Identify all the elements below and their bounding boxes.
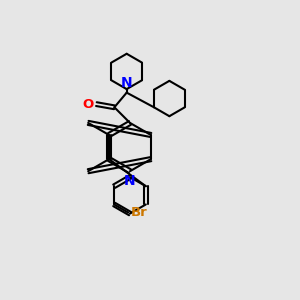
Text: N: N	[124, 174, 136, 188]
Text: O: O	[83, 98, 94, 111]
Text: Br: Br	[131, 206, 148, 219]
Text: N: N	[121, 76, 133, 90]
